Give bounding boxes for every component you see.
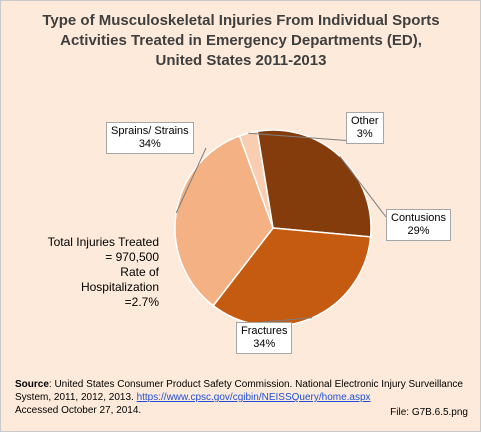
label-fractures: Fractures 34% xyxy=(236,322,293,354)
file-name: File: G7B.6.5.png xyxy=(390,407,468,418)
label-sprains-strains-name: Sprains/ Strains xyxy=(111,125,189,137)
label-other-name: Other xyxy=(351,115,379,127)
label-contusions-name: Contusions xyxy=(391,212,447,224)
label-sprains-strains: Sprains/ Strains 34% xyxy=(106,122,194,154)
label-sprains-strains-value: 34% xyxy=(138,138,161,150)
source-note: Source: United States Consumer Product S… xyxy=(15,378,470,417)
stats-line-4: =2.7% xyxy=(124,295,159,309)
label-contusions-value: 29% xyxy=(407,225,430,237)
chart-title: Type of Musculoskeletal Injuries From In… xyxy=(11,11,471,71)
injury-stats: Total Injuries Treated = 970,500 Rate of… xyxy=(41,235,159,310)
leader-line-other xyxy=(248,132,354,142)
leader-line-contusions xyxy=(339,155,387,218)
label-fractures-value: 34% xyxy=(253,338,276,350)
stats-line-3: Rate of Hospitalization xyxy=(80,265,159,294)
stats-line-2: = 970,500 xyxy=(105,250,159,264)
stats-line-1: Total Injuries Treated xyxy=(47,235,159,249)
pie-slice-contusions xyxy=(256,129,372,238)
title-line-2: Activities Treated in Emergency Departme… xyxy=(60,32,422,49)
title-line-3: United States 2011-2013 xyxy=(155,52,327,69)
source-text: : United States Consumer Product Safety … xyxy=(15,379,463,403)
leader-line-fractures xyxy=(262,317,313,323)
leader-line-sprains-strains xyxy=(175,147,207,214)
pie-slice-sprains-strains xyxy=(174,134,274,307)
source-link[interactable]: https://www.cpsc.gov/cgibin/NEISSQuery/h… xyxy=(136,392,371,403)
title-line-1: Type of Musculoskeletal Injuries From In… xyxy=(42,12,440,29)
label-other-value: 3% xyxy=(356,128,373,140)
label-other: Other 3% xyxy=(346,112,384,144)
pie-slice-fractures xyxy=(212,227,372,327)
source-label: Source xyxy=(15,379,49,390)
label-contusions: Contusions 29% xyxy=(386,209,452,241)
source-accessed: Accessed October 27, 2014. xyxy=(15,405,142,416)
label-fractures-name: Fractures xyxy=(241,325,288,337)
